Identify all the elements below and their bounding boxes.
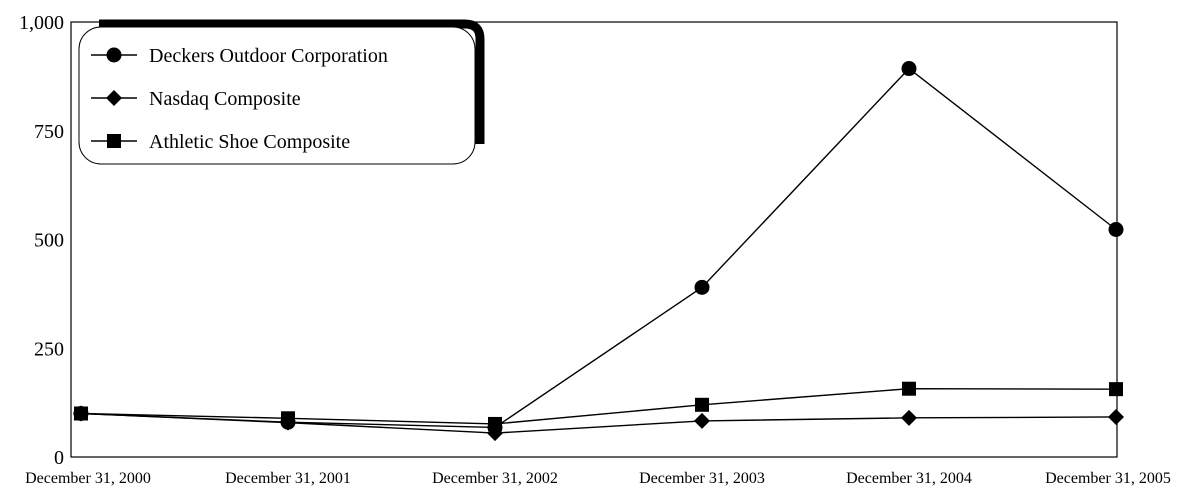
data-point-diamond bbox=[694, 412, 710, 429]
x-tick-label: December 31, 2000 bbox=[25, 470, 151, 487]
x-tick-label: December 31, 2004 bbox=[846, 470, 972, 487]
data-point-circle bbox=[901, 61, 917, 77]
series-square bbox=[74, 381, 1123, 431]
data-point-square bbox=[281, 411, 295, 426]
data-point-square bbox=[74, 406, 88, 421]
series-line bbox=[80, 412, 1117, 434]
legend-marker-square bbox=[107, 134, 121, 148]
data-point-diamond bbox=[901, 409, 917, 426]
legend-box bbox=[78, 26, 476, 165]
data-point-square bbox=[902, 381, 916, 396]
series-layer bbox=[73, 61, 1124, 442]
legend-item: Nasdaq Composite bbox=[91, 88, 301, 110]
data-point-circle bbox=[1108, 221, 1124, 237]
y-tick-label: 750 bbox=[34, 121, 64, 143]
x-tick-label: December 31, 2001 bbox=[225, 470, 351, 487]
legend-label: Deckers Outdoor Corporation bbox=[149, 45, 388, 67]
y-tick-label: 500 bbox=[34, 230, 64, 252]
legend-label: Nasdaq Composite bbox=[149, 88, 301, 110]
data-point-circle bbox=[694, 279, 710, 295]
legend: Deckers Outdoor Corporation Nasdaq Compos… bbox=[78, 19, 485, 165]
plot-frame bbox=[70, 21, 1118, 458]
series-diamond bbox=[73, 405, 1124, 442]
x-tick-label: December 31, 2005 bbox=[1045, 470, 1171, 487]
legend-item: Athletic Shoe Composite bbox=[91, 131, 350, 153]
y-tick-label: 1,000 bbox=[19, 12, 64, 34]
y-tick-label: 0 bbox=[54, 447, 64, 469]
legend-item: Deckers Outdoor Corporation bbox=[91, 45, 388, 67]
x-tick-label: December 31, 2002 bbox=[432, 470, 558, 487]
y-axis-ticks: 0 250 500 750 1,000 bbox=[19, 12, 64, 469]
data-point-square bbox=[488, 416, 502, 431]
series-line bbox=[80, 388, 1117, 425]
legend-marker-diamond bbox=[106, 90, 122, 106]
legend-shadow bbox=[99, 19, 485, 144]
x-tick-label: December 31, 2003 bbox=[639, 470, 765, 487]
x-axis-ticks: December 31, 2000 December 31, 2001 Decemb… bbox=[25, 470, 1171, 487]
data-point-diamond bbox=[1108, 408, 1124, 425]
data-point-square bbox=[1109, 382, 1123, 397]
legend-marker-circle bbox=[106, 47, 122, 63]
y-tick-label: 250 bbox=[34, 338, 64, 360]
plot-area bbox=[70, 21, 1118, 458]
data-point-square bbox=[695, 397, 709, 412]
legend-label: Athletic Shoe Composite bbox=[149, 131, 350, 153]
